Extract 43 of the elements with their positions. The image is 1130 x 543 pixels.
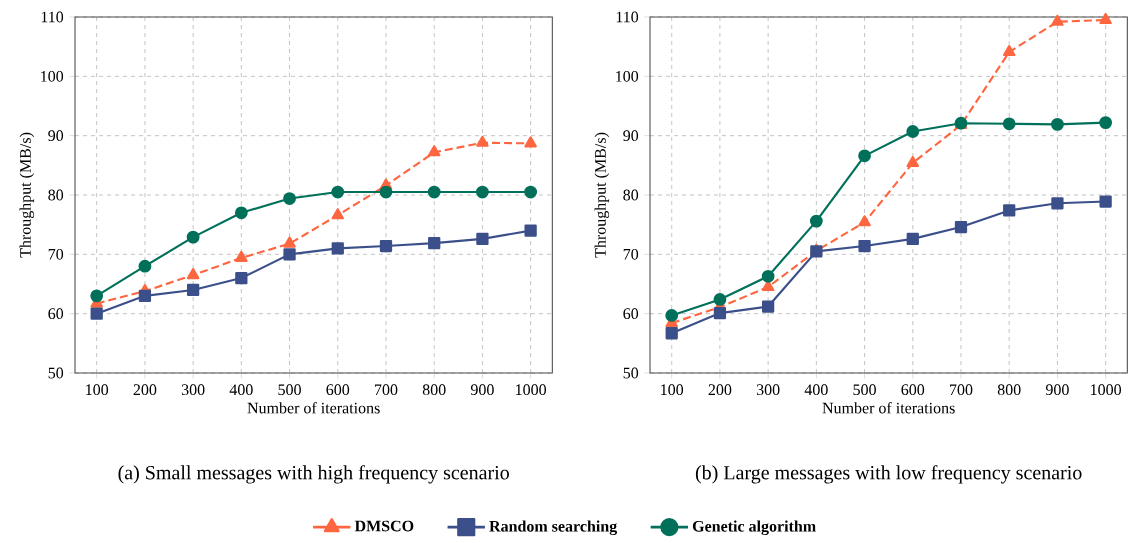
x-tick-label: 100 <box>86 384 109 396</box>
x-tick-label: 400 <box>804 384 828 396</box>
x-tick-label: 500 <box>853 384 876 396</box>
x-tick-label: 300 <box>756 384 780 396</box>
legend-label: DMSCO <box>354 520 414 532</box>
x-tick-label: 100 <box>661 384 684 396</box>
y-tick-label: 60 <box>623 308 639 320</box>
legend-label: Genetic algorithm <box>692 520 816 536</box>
x-tick-label: 900 <box>470 384 494 396</box>
y-axis-title: Throughput (MB/s) <box>594 132 610 258</box>
x-axis-title: Number of iterations <box>247 402 380 414</box>
text: (a) Small messages with high frequency scenario <box>118 465 509 484</box>
x-tick-label: 400 <box>229 384 253 396</box>
y-tick-label: 70 <box>623 248 639 260</box>
x-tick-label: 700 <box>950 384 973 396</box>
y-tick-label: 90 <box>623 130 639 142</box>
x-tick-label: 1000 <box>516 384 547 396</box>
x-axis-title: Number of iterations <box>822 402 955 414</box>
y-tick-label: 100 <box>41 70 64 82</box>
y-tick-label: 110 <box>616 11 639 23</box>
y-tick-label: 90 <box>48 130 64 142</box>
x-tick-label: 700 <box>375 384 398 396</box>
x-tick-label: 200 <box>708 384 732 396</box>
y-tick-label: 60 <box>48 308 64 320</box>
y-tick-label: 50 <box>48 367 64 379</box>
x-tick-label: 600 <box>326 384 350 396</box>
x-tick-label: 600 <box>901 384 925 396</box>
x-tick-label: 200 <box>133 384 157 396</box>
x-tick-label: 1000 <box>1091 384 1122 396</box>
y-tick-label: 50 <box>623 367 639 379</box>
x-tick-label: 500 <box>278 384 301 396</box>
y-tick-label: 110 <box>41 11 64 23</box>
legend-label: Random searching <box>489 520 618 536</box>
x-tick-label: 800 <box>422 384 446 396</box>
y-tick-label: 80 <box>623 189 639 201</box>
x-tick-label: 300 <box>181 384 205 396</box>
text: (b) Large messages with low frequency scenario <box>695 465 1082 484</box>
x-tick-label: 900 <box>1045 384 1069 396</box>
y-tick-label: 80 <box>48 189 64 201</box>
y-tick-label: 100 <box>616 70 639 82</box>
y-axis-title: Throughput (MB/s) <box>19 132 35 258</box>
y-tick-label: 70 <box>48 248 64 260</box>
x-tick-label: 800 <box>997 384 1021 396</box>
